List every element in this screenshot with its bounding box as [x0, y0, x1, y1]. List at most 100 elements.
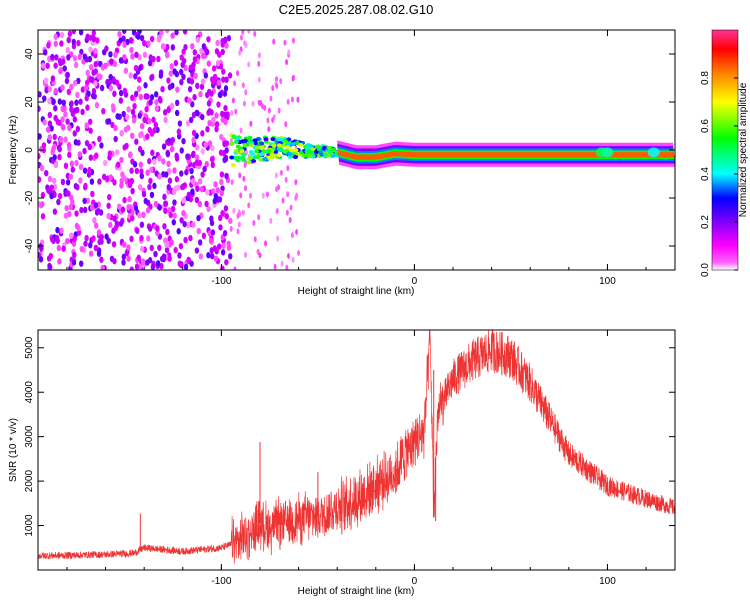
snr-y-ticks: 1000 2000 3000 4000 5000: [24, 336, 675, 537]
noise-speckle: [97, 135, 102, 143]
noise-speckle: [134, 263, 140, 270]
noise-speckle: [223, 111, 228, 119]
noise-speckle: [139, 172, 145, 180]
noise-speckle: [83, 240, 88, 247]
noise-speckle: [115, 113, 120, 120]
noise-speckle: [164, 30, 170, 34]
chart-title: C2E5.2025.287.08.02.G10: [279, 2, 434, 17]
noise-speckle: [223, 155, 229, 163]
noise-speckle: [176, 228, 181, 235]
noise-speckle: [179, 147, 184, 154]
noise-speckle: [220, 249, 226, 256]
sparse-speckle: [275, 76, 279, 83]
noise-speckle: [106, 202, 111, 209]
noise-speckle: [211, 116, 216, 124]
noise-speckle: [65, 71, 70, 79]
noise-speckle: [124, 142, 129, 150]
noise-speckle: [90, 190, 95, 198]
noise-speckle: [108, 85, 114, 92]
sparse-speckle: [257, 214, 261, 221]
noise-speckle: [63, 162, 69, 170]
noise-speckle: [63, 111, 68, 118]
noise-speckle: [108, 73, 113, 81]
noise-speckle: [99, 84, 105, 92]
noise-speckle: [161, 143, 167, 150]
noise-speckle: [187, 85, 193, 93]
noise-speckle: [128, 151, 133, 158]
noise-speckle: [133, 64, 139, 72]
noise-speckle: [139, 34, 145, 42]
sparse-speckle: [286, 165, 290, 172]
noise-speckle: [185, 153, 190, 160]
noise-speckle: [142, 51, 148, 59]
noise-speckle: [106, 118, 112, 125]
sparse-speckle: [241, 30, 245, 35]
noise-speckle: [71, 38, 76, 46]
noise-speckle: [137, 184, 143, 191]
sparse-speckle: [288, 217, 292, 224]
noise-speckle: [55, 118, 61, 126]
noise-speckle: [169, 102, 175, 110]
noise-speckle: [133, 204, 139, 212]
noise-speckle: [141, 211, 146, 219]
noise-speckle: [194, 247, 200, 254]
x-tick-label: 100: [599, 576, 616, 587]
noise-speckle: [147, 118, 152, 125]
noise-speckle: [91, 35, 97, 43]
noise-speckle: [137, 30, 142, 34]
noise-speckle: [203, 141, 208, 148]
noise-speckle: [79, 48, 84, 56]
heatmap-marks: [38, 30, 675, 270]
noise-speckle: [39, 164, 45, 172]
carrier-blob: [282, 139, 288, 144]
noise-speckle: [181, 73, 186, 81]
noise-speckle: [205, 189, 210, 196]
noise-speckle: [191, 221, 196, 228]
noise-speckle: [130, 108, 136, 116]
noise-speckle: [127, 178, 132, 186]
noise-speckle: [210, 229, 216, 236]
sparse-speckle: [247, 202, 251, 209]
sparse-speckle: [284, 121, 288, 128]
noise-speckle: [189, 167, 194, 175]
noise-speckle: [42, 95, 47, 102]
noise-speckle: [130, 187, 135, 195]
noise-speckle: [130, 214, 135, 222]
noise-speckle: [104, 45, 109, 52]
noise-speckle: [228, 253, 233, 260]
noise-speckle: [47, 97, 52, 105]
noise-speckle: [52, 133, 57, 141]
noise-speckle: [111, 241, 117, 248]
noise-speckle: [106, 212, 111, 220]
noise-speckle: [207, 140, 213, 147]
sparse-speckle: [275, 186, 279, 193]
noise-speckle: [223, 104, 228, 112]
noise-speckle: [108, 174, 113, 181]
noise-speckle: [49, 125, 54, 132]
noise-speckle: [226, 34, 232, 42]
noise-speckle: [166, 160, 171, 168]
noise-speckle: [178, 242, 184, 250]
colorbar-gradient: [711, 29, 739, 271]
noise-speckle: [148, 177, 153, 185]
noise-speckle: [108, 51, 113, 58]
noise-speckle: [68, 203, 74, 211]
noise-speckle: [185, 120, 191, 127]
noise-speckle: [46, 126, 51, 133]
sparse-speckle: [253, 236, 257, 243]
noise-speckle: [53, 33, 58, 40]
noise-speckle: [215, 59, 221, 67]
noise-speckle: [189, 78, 195, 85]
noise-speckle: [65, 237, 70, 245]
noise-speckle: [163, 200, 169, 208]
noise-speckle: [103, 62, 108, 69]
noise-speckle: [79, 206, 84, 214]
y-tick-label: 3000: [24, 425, 35, 448]
noise-speckle: [214, 125, 219, 133]
noise-speckle: [157, 204, 162, 211]
noise-speckle: [114, 149, 120, 156]
carrier-blob: [321, 145, 327, 150]
noise-speckle: [89, 204, 95, 211]
noise-speckle: [121, 253, 126, 261]
